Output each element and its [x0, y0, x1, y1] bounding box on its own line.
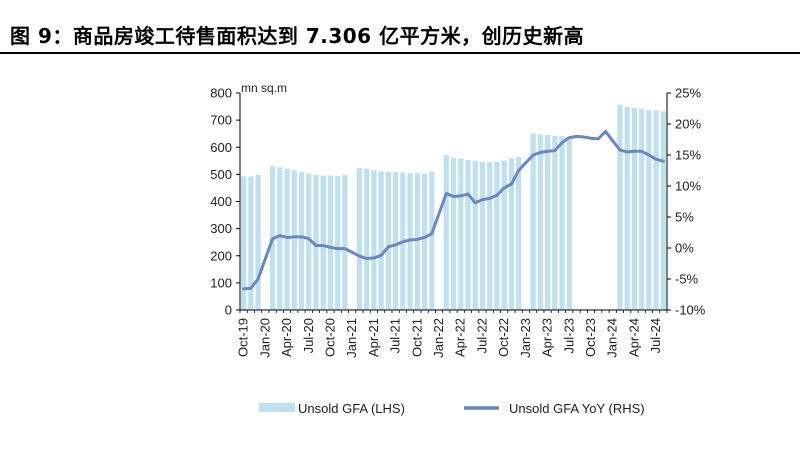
x-axis-tick-label: Jul-22 [474, 318, 489, 353]
bar [313, 174, 319, 310]
left-axis-tick-label: 600 [210, 140, 232, 155]
page-title: 图 9：商品房竣工待售面积达到 7.306 亿平方米，创历史新高 [10, 24, 585, 48]
bar [364, 168, 370, 310]
left-axis-tick-label: 100 [210, 275, 232, 290]
bar [291, 170, 297, 310]
bar [516, 157, 522, 310]
x-axis-tick-label: Apr-24 [626, 318, 641, 357]
legend-label-unsold-gfa: Unsold GFA (LHS) [298, 401, 405, 416]
x-axis-tick-label: Jan-24 [605, 318, 620, 358]
bar [501, 160, 507, 310]
right-axis-tick-label: 20% [675, 117, 701, 132]
title-bar: 图 9：商品房竣工待售面积达到 7.306 亿平方米，创历史新高 [0, 0, 800, 54]
bar [566, 136, 572, 310]
bar [407, 173, 413, 310]
bar [429, 171, 435, 310]
bar [552, 135, 558, 310]
line-series-unsold-gfa-yoy [242, 129, 665, 291]
bar [443, 155, 449, 310]
right-axis-tick-label: 10% [675, 179, 701, 194]
x-axis-tick-label: Jul-21 [388, 318, 403, 353]
bar [378, 171, 384, 310]
bar [465, 160, 471, 310]
left-axis-tick-label: 800 [210, 86, 232, 101]
x-axis-tick-label: Oct-19 [236, 318, 251, 357]
chart-axes: 0 100 200 300 400 500 600 700 800 -10% -5% 0% 5% 10% 1… [210, 86, 705, 358]
title-divider [0, 52, 800, 54]
x-axis-tick-label: Apr-23 [540, 318, 555, 357]
yoy-line [242, 129, 665, 291]
bar [617, 104, 623, 310]
x-axis-tick-label: Jan-21 [344, 318, 359, 358]
right-axis-tick-label: 25% [675, 86, 701, 101]
bar [653, 110, 659, 310]
bar [508, 158, 514, 310]
x-axis-tick-label: Jan-20 [257, 318, 272, 358]
left-axis-tick-label: 0 [225, 303, 232, 318]
bar [537, 134, 543, 310]
left-axis-tick-label: 400 [210, 194, 232, 209]
bar [414, 173, 420, 310]
legend-swatch-unsold-gfa [259, 403, 295, 412]
x-axis-tick-label: Oct-20 [322, 318, 337, 357]
bar [320, 175, 326, 310]
x-axis-tick-label: Jul-24 [648, 318, 663, 353]
bar [277, 167, 283, 310]
x-axis-tick-label: Apr-22 [453, 318, 468, 357]
left-axis-unit-label: mn sq.m [241, 81, 287, 95]
bar [458, 158, 464, 310]
bar [450, 157, 457, 310]
x-axis-tick-label: Oct-22 [496, 318, 511, 357]
x-axis-tick-label: Jan-22 [431, 318, 446, 358]
bar [530, 133, 536, 310]
x-axis-tick-label: Apr-21 [366, 318, 381, 357]
bar [342, 174, 348, 310]
bar [631, 107, 638, 310]
right-axis-tick-label: -10% [675, 303, 706, 318]
bar [393, 172, 399, 310]
x-axis-tick-label: Oct-21 [409, 318, 424, 357]
x-axis-tick-label: Oct-23 [583, 318, 598, 357]
bar [327, 175, 334, 310]
bar [559, 136, 565, 310]
bar [298, 172, 305, 310]
right-axis-tick-label: -5% [675, 272, 699, 287]
bar [472, 161, 478, 310]
bar [241, 176, 247, 310]
bar [624, 107, 630, 310]
right-axis-tick-label: 15% [675, 148, 701, 163]
bar [421, 173, 428, 310]
bar [479, 161, 486, 310]
x-axis-tick-label: Jan-23 [518, 318, 533, 358]
right-axis-tick-label: 0% [675, 241, 694, 256]
x-axis-tick-label: Jul-20 [301, 318, 316, 353]
left-axis-tick-label: 500 [210, 167, 232, 182]
bar [284, 168, 290, 310]
bar [356, 168, 363, 310]
bar [248, 176, 254, 310]
legend-label-unsold-gfa-yoy: Unsold GFA YoY (RHS) [509, 401, 645, 416]
left-axis-tick-label: 200 [210, 248, 232, 263]
bar [335, 176, 341, 310]
left-axis-tick-label: 700 [210, 113, 232, 128]
bar [639, 108, 645, 310]
bar [487, 162, 493, 310]
bar [371, 170, 377, 310]
bar [306, 173, 312, 310]
bar [544, 135, 551, 310]
bar [385, 171, 391, 310]
x-axis-tick-label: Jul-23 [561, 318, 576, 353]
x-axis-tick-label: Apr-20 [279, 318, 294, 357]
bar [660, 111, 666, 310]
bar [255, 174, 261, 310]
chart-legend: Unsold GFA (LHS) Unsold GFA YoY (RHS) [259, 401, 645, 416]
right-axis-tick-label: 5% [675, 210, 694, 225]
bar [494, 161, 500, 310]
bar [646, 109, 652, 310]
left-axis-tick-label: 300 [210, 221, 232, 236]
